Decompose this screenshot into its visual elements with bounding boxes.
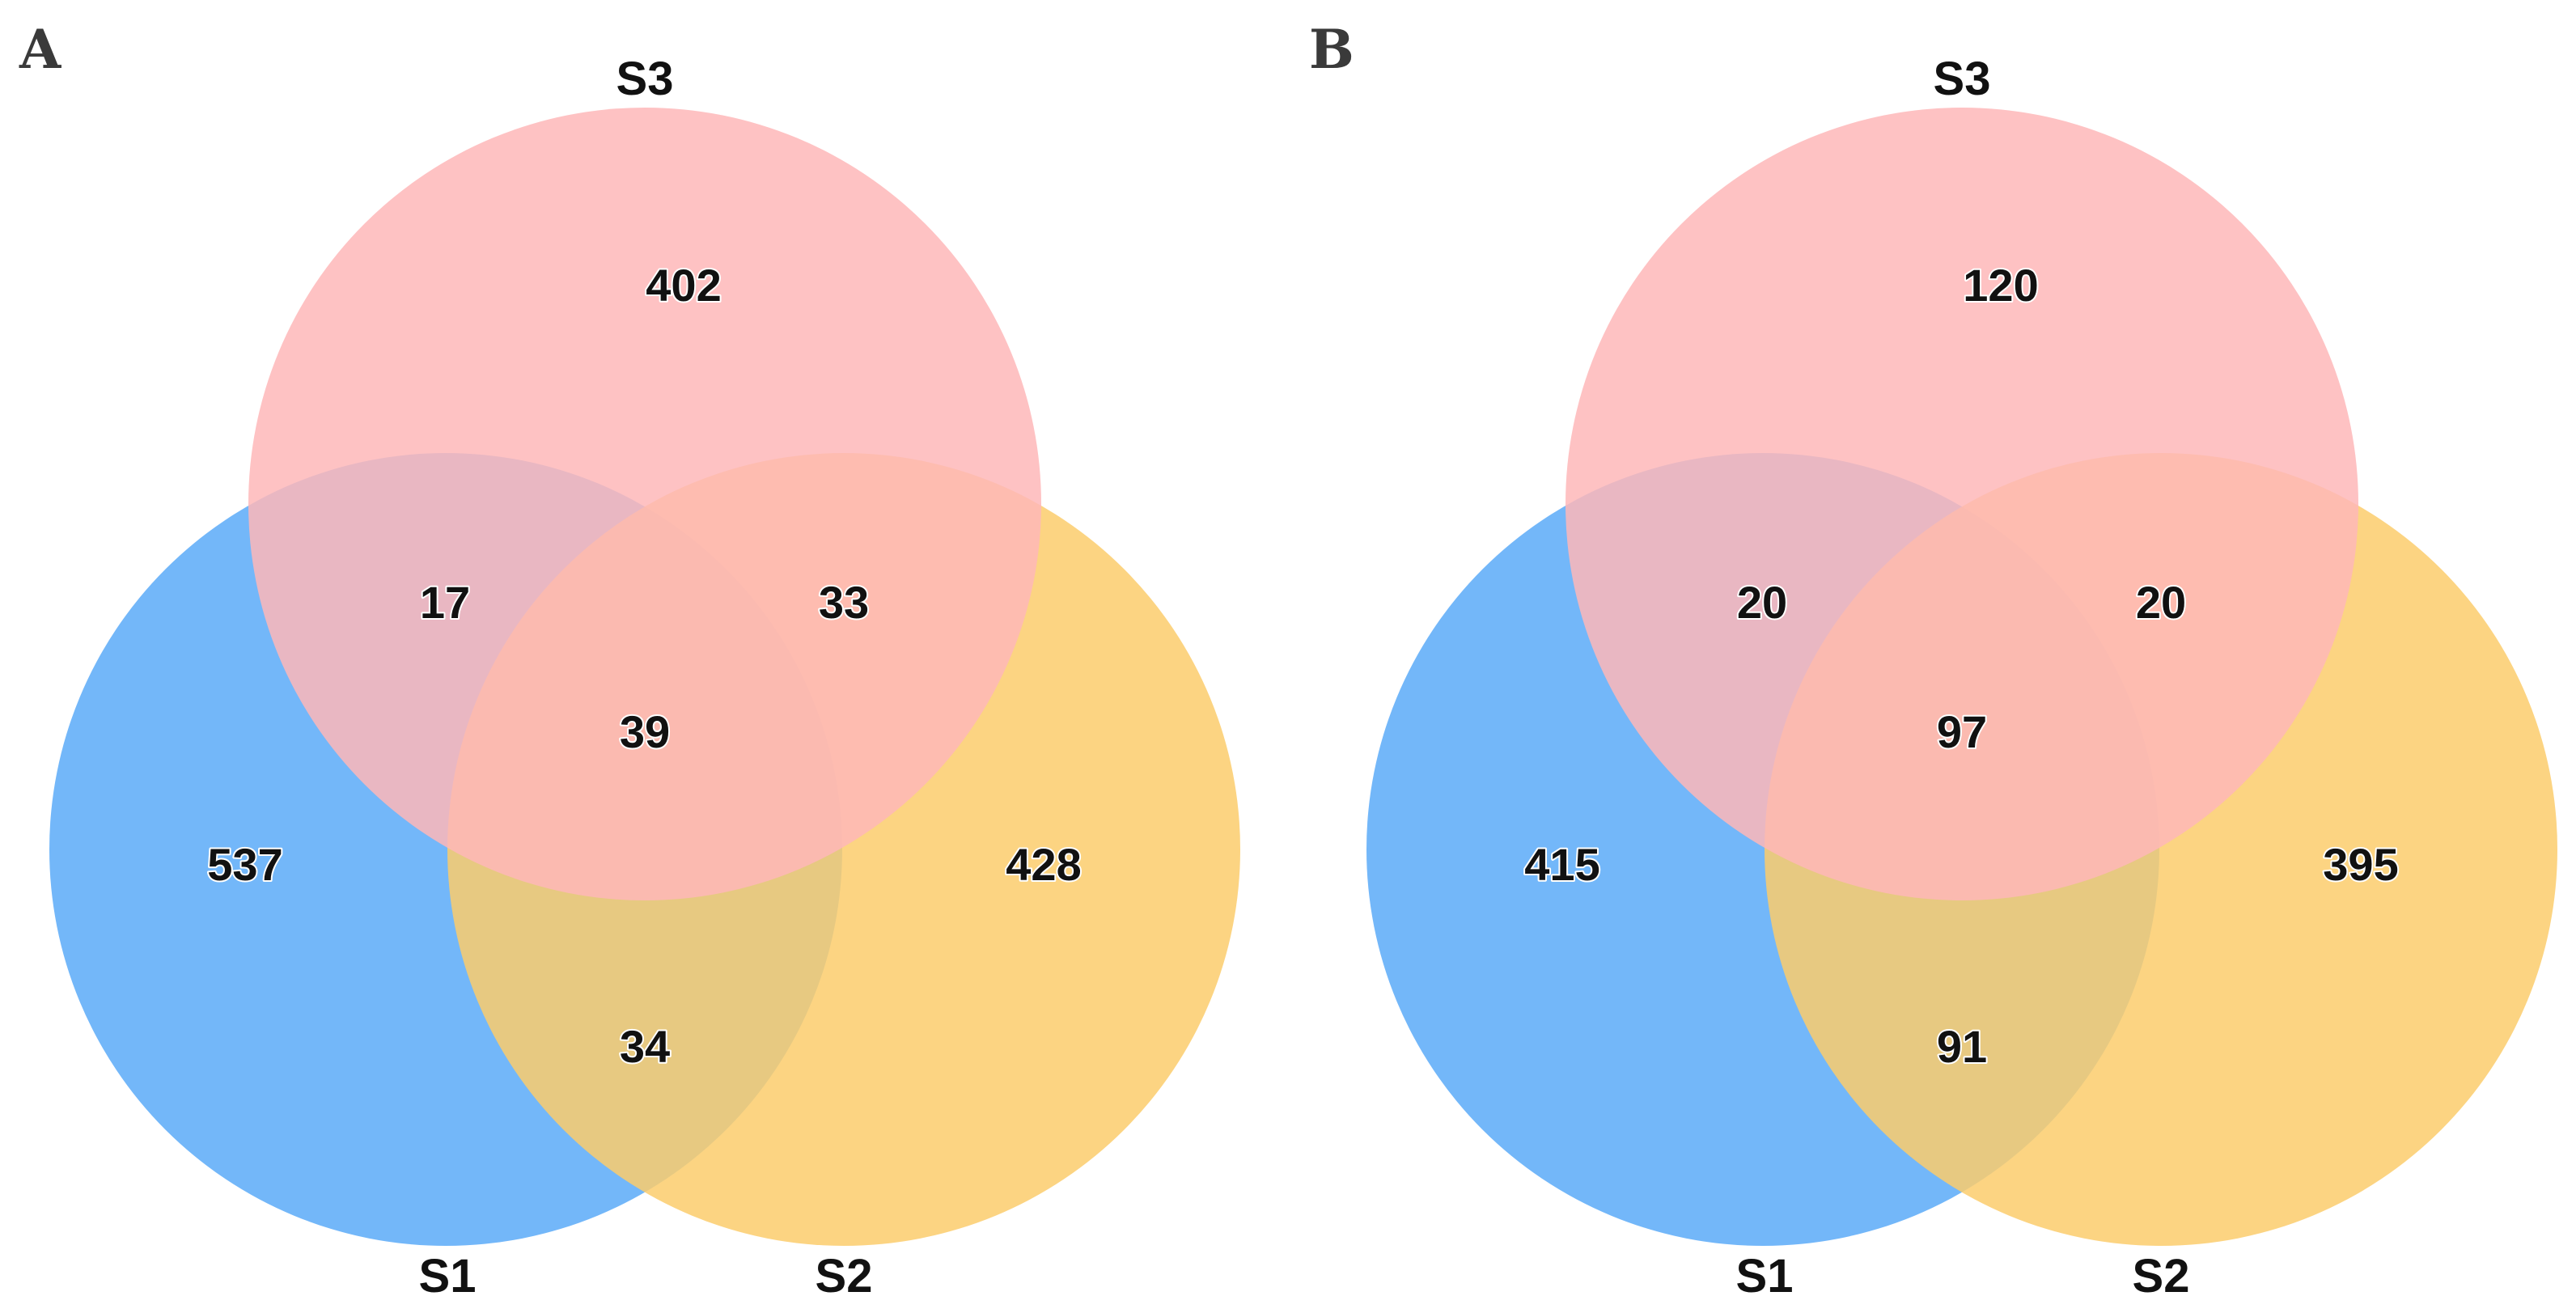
count-s1-s2: 34 [620, 1021, 670, 1072]
set-label-s1: S1 [1736, 1250, 1794, 1302]
count-only-s1: 537 [207, 839, 282, 890]
count-only-s3: 402 [646, 260, 721, 311]
panel-letter-b: B [1309, 18, 1354, 81]
count-only-s2: 428 [1006, 839, 1081, 890]
count-s1-s2: 91 [1937, 1021, 1987, 1072]
circle-s3 [248, 108, 1041, 900]
count-s1-s2-s3: 97 [1937, 706, 1987, 757]
set-label-s2: S2 [816, 1250, 873, 1302]
venn-panel-b: B S3 S1 S2 120 20 20 97 415 395 91 [1309, 18, 2557, 1302]
count-s1-s3: 17 [420, 577, 470, 628]
set-label-s2: S2 [2133, 1250, 2190, 1302]
count-s1-s3: 20 [1737, 577, 1787, 628]
set-label-s3: S3 [616, 53, 674, 105]
count-s1-s2-s3: 39 [620, 706, 670, 757]
count-only-s2: 395 [2323, 839, 2398, 890]
set-label-s1: S1 [419, 1250, 477, 1302]
count-s2-s3: 33 [819, 577, 869, 628]
venn-panel-a: A S3 S1 S2 402 17 33 39 537 428 34 [19, 18, 1240, 1302]
count-only-s1: 415 [1524, 839, 1599, 890]
circle-s3 [1566, 108, 2358, 900]
panel-letter-a: A [19, 18, 61, 81]
count-s2-s3: 20 [2136, 577, 2186, 628]
count-only-s3: 120 [1963, 260, 2038, 311]
set-label-s3: S3 [1934, 53, 1991, 105]
